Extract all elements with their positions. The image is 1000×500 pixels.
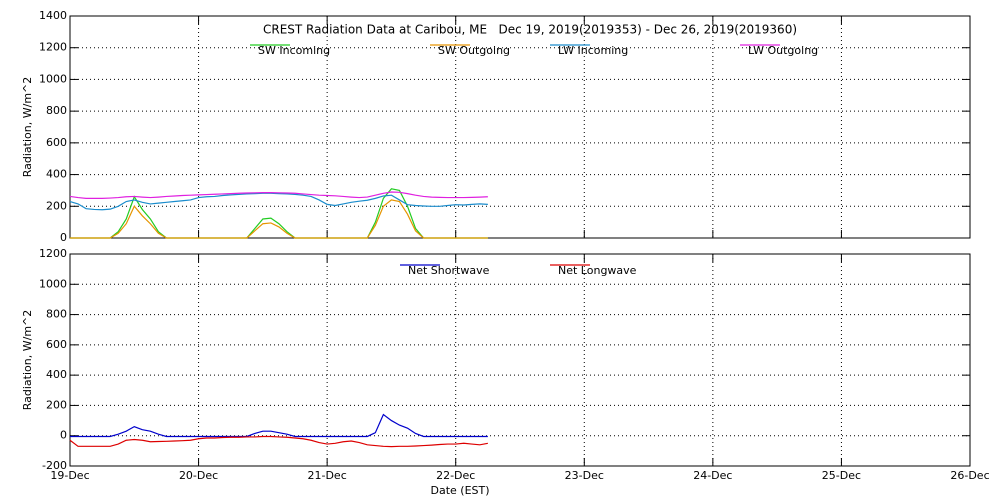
y-tick-label: 1000: [39, 277, 67, 290]
y-axis-label: Radiation, W/m^2: [21, 77, 34, 178]
y-tick-label: 1400: [39, 9, 67, 22]
plot-frame: [69, 253, 971, 467]
legend-label: LW Incoming: [558, 44, 628, 57]
y-tick-label: 0: [60, 429, 67, 442]
x-tick-label: 22-Dec: [436, 469, 475, 482]
y-tick-label: 400: [46, 368, 67, 381]
y-axis-label: Radiation, W/m^2: [21, 310, 34, 411]
x-tick-label: 20-Dec: [179, 469, 218, 482]
y-tick-label: 800: [46, 104, 67, 117]
data-line: [69, 191, 488, 199]
legend-label: SW Incoming: [258, 44, 330, 57]
legend-label: SW Outgoing: [438, 44, 510, 57]
legend-label: LW Outgoing: [748, 44, 818, 57]
y-tick-label: 600: [46, 338, 67, 351]
data-line: [69, 435, 488, 448]
x-tick-label: 21-Dec: [308, 469, 347, 482]
y-tick-label: 1000: [39, 72, 67, 85]
y-tick-label: 1200: [39, 247, 67, 260]
legend-label: Net Longwave: [558, 264, 637, 277]
y-tick-label: 200: [46, 199, 67, 212]
y-tick-label: -200: [42, 459, 67, 472]
data-line: [70, 188, 488, 239]
y-tick-label: 200: [46, 398, 67, 411]
x-tick-label: 26-Dec: [950, 469, 989, 482]
data-line: [69, 192, 488, 211]
data-line: [70, 199, 488, 239]
x-tick-label: 19-Dec: [50, 469, 89, 482]
data-line: [70, 413, 488, 438]
x-tick-label: 23-Dec: [565, 469, 604, 482]
y-tick-label: 600: [46, 136, 67, 149]
legend-label: Net Shortwave: [408, 264, 490, 277]
y-tick-label: 0: [60, 231, 67, 244]
chart-title: CREST Radiation Data at Caribou, ME Dec …: [263, 23, 797, 37]
y-tick-label: 800: [46, 308, 67, 321]
plot-frame: [69, 15, 971, 239]
y-tick-label: 400: [46, 168, 67, 181]
x-tick-label: 25-Dec: [822, 469, 861, 482]
x-tick-label: 24-Dec: [693, 469, 732, 482]
y-tick-label: 1200: [39, 41, 67, 54]
x-axis-label: Date (EST): [430, 484, 489, 497]
